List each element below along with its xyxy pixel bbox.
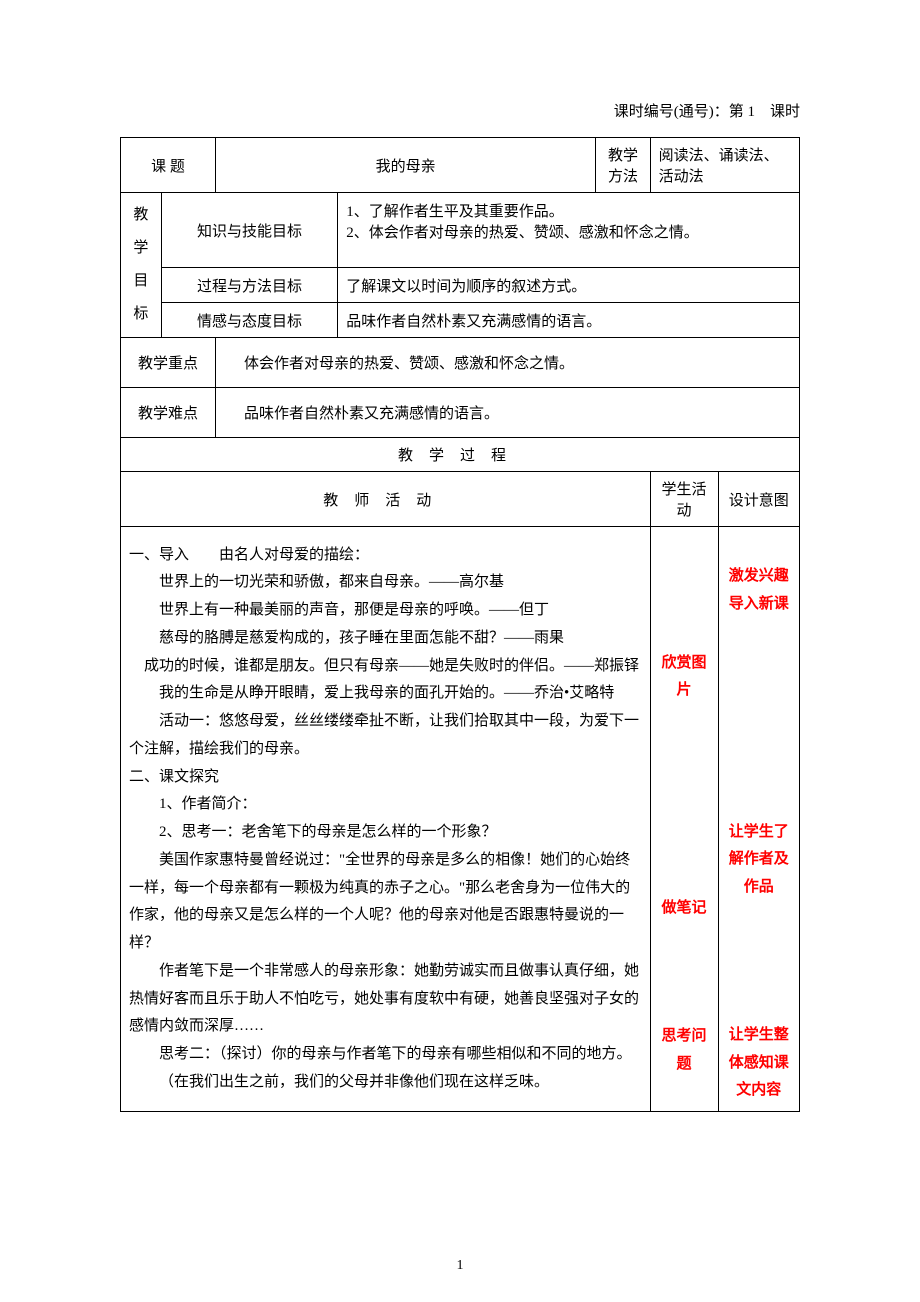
keypoint-value: 体会作者对母亲的热爱、赞颂、感激和怀念之情。 (216, 338, 800, 388)
difficulty-value: 品味作者自然朴素又充满感情的语言。 (216, 388, 800, 438)
table-row: 教学难点 品味作者自然朴素又充满感情的语言。 (121, 388, 800, 438)
page-number: 1 (0, 1258, 920, 1274)
intent-item: 让学生了解作者及作品 (727, 619, 792, 902)
method-value: 阅读法、诵读法、活动法 (650, 138, 799, 193)
objective-label: 知识与技能目标 (161, 193, 338, 268)
lesson-number-label: 课时编号(通号)：第 (614, 104, 744, 120)
intent-col-header: 设计意图 (718, 472, 800, 527)
teacher-col-header: 教师活动 (121, 472, 651, 527)
teacher-line: 世界上的一切光荣和骄傲，都来自母亲。——高尔基 (129, 569, 642, 597)
table-row: 教 教学目标 知识与技能目标 1、了解作者生平及其重要作品。 2、体会作者对母亲… (121, 193, 800, 268)
objective-label: 情感与态度目标 (161, 303, 338, 338)
teacher-line: 成功的时候，谁都是朋友。但只有母亲——她是失败时的伴侣。——郑振铎 (129, 653, 642, 681)
lesson-title: 我的母亲 (216, 138, 596, 193)
teacher-line: （在我们出生之前，我们的父母并非像他们现在这样乏味。 (129, 1069, 642, 1097)
intent-item: 激发兴趣导入新课 (727, 533, 792, 619)
student-item: 思考问题 (659, 923, 710, 1079)
teacher-line: 慈母的胳膊是慈爱构成的，孩子睡在里面怎能不甜？——雨果 (129, 625, 642, 653)
student-item: 做笔记 (659, 705, 710, 923)
table-row: 情感与态度目标 品味作者自然朴素又充满感情的语言。 (121, 303, 800, 338)
topic-label: 课 题 (121, 138, 216, 193)
difficulty-label: 教学难点 (121, 388, 216, 438)
lesson-plan-table: 课 题 我的母亲 教学方法 阅读法、诵读法、活动法 教 教学目标 知识与技能目标… (120, 137, 800, 1112)
table-row: 过程与方法目标 了解课文以时间为顺序的叙述方式。 (121, 268, 800, 303)
teacher-line: 一、导入 由名人对母爱的描绘： (129, 542, 642, 570)
teacher-line: 我的生命是从睁开眼睛，爱上我母亲的面孔开始的。——乔治•艾略特 (129, 680, 642, 708)
keypoint-label: 教学重点 (121, 338, 216, 388)
objective-label: 过程与方法目标 (161, 268, 338, 303)
teacher-activity-cell: 一、导入 由名人对母爱的描绘：世界上的一切光荣和骄傲，都来自母亲。——高尔基世界… (121, 527, 651, 1112)
intent-item: 让学生整体感知课文内容 (727, 902, 792, 1105)
objective-content: 品味作者自然朴素又充满感情的语言。 (338, 303, 800, 338)
objective-content: 1、了解作者生平及其重要作品。 2、体会作者对母亲的热爱、赞颂、感激和怀念之情。 (338, 193, 800, 268)
teacher-line: 世界上有一种最美丽的声音，那便是母亲的呼唤。——但丁 (129, 597, 642, 625)
lesson-number-suffix: 课时 (770, 104, 800, 120)
objective-content: 了解课文以时间为顺序的叙述方式。 (338, 268, 800, 303)
student-col-header: 学生活动 (650, 472, 718, 527)
method-label: 教学方法 (596, 138, 650, 193)
teacher-line: 二、课文探究 (129, 764, 642, 792)
lesson-number: 1 (747, 104, 755, 120)
objectives-group-label: 教 教学目标 (121, 193, 162, 338)
teacher-line: 2、思考一：老舍笔下的母亲是怎么样的一个形象？ (129, 819, 642, 847)
teacher-line: 活动一：悠悠母爱，丝丝缕缕牵扯不断，让我们拾取其中一段，为爱下一个注解，描绘我们… (129, 708, 642, 764)
teacher-line: 思考二：（探讨）你的母亲与作者笔下的母亲有哪些相似和不同的地方。 (129, 1041, 642, 1069)
teacher-line: 美国作家惠特曼曾经说过："全世界的母亲是多么的相像！她们的心始终一样，每一个母亲… (129, 847, 642, 958)
table-row: 一、导入 由名人对母爱的描绘：世界上的一切光荣和骄傲，都来自母亲。——高尔基世界… (121, 527, 800, 1112)
table-row: 教师活动 学生活动 设计意图 (121, 472, 800, 527)
student-item: 欣赏图片 (659, 560, 710, 706)
process-header: 教学过程 (121, 438, 800, 472)
teacher-line: 作者笔下是一个非常感人的母亲形象：她勤劳诚实而且做事认真仔细，她热情好客而且乐于… (129, 958, 642, 1041)
table-row: 教学重点 体会作者对母亲的热爱、赞颂、感激和怀念之情。 (121, 338, 800, 388)
teacher-line: 1、作者简介： (129, 791, 642, 819)
table-row: 教学过程 (121, 438, 800, 472)
student-activity-cell: 欣赏图片做笔记思考问题 (650, 527, 718, 1112)
table-row: 课 题 我的母亲 教学方法 阅读法、诵读法、活动法 (121, 138, 800, 193)
design-intent-cell: 激发兴趣导入新课让学生了解作者及作品让学生整体感知课文内容 (718, 527, 800, 1112)
lesson-number-header: 课时编号(通号)：第 1 课时 (120, 100, 800, 121)
